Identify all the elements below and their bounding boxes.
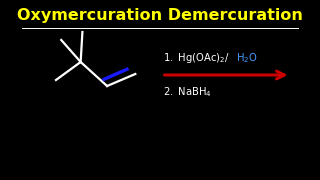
Text: $\mathregular{H_2O}$: $\mathregular{H_2O}$ [236, 51, 258, 65]
Text: Oxymercuration Demercuration: Oxymercuration Demercuration [17, 8, 303, 22]
Text: $\mathregular{2.\ NaBH_4}$: $\mathregular{2.\ NaBH_4}$ [163, 85, 212, 99]
Text: $\mathregular{1.\ Hg(OAc)_2/}$: $\mathregular{1.\ Hg(OAc)_2/}$ [163, 51, 229, 65]
